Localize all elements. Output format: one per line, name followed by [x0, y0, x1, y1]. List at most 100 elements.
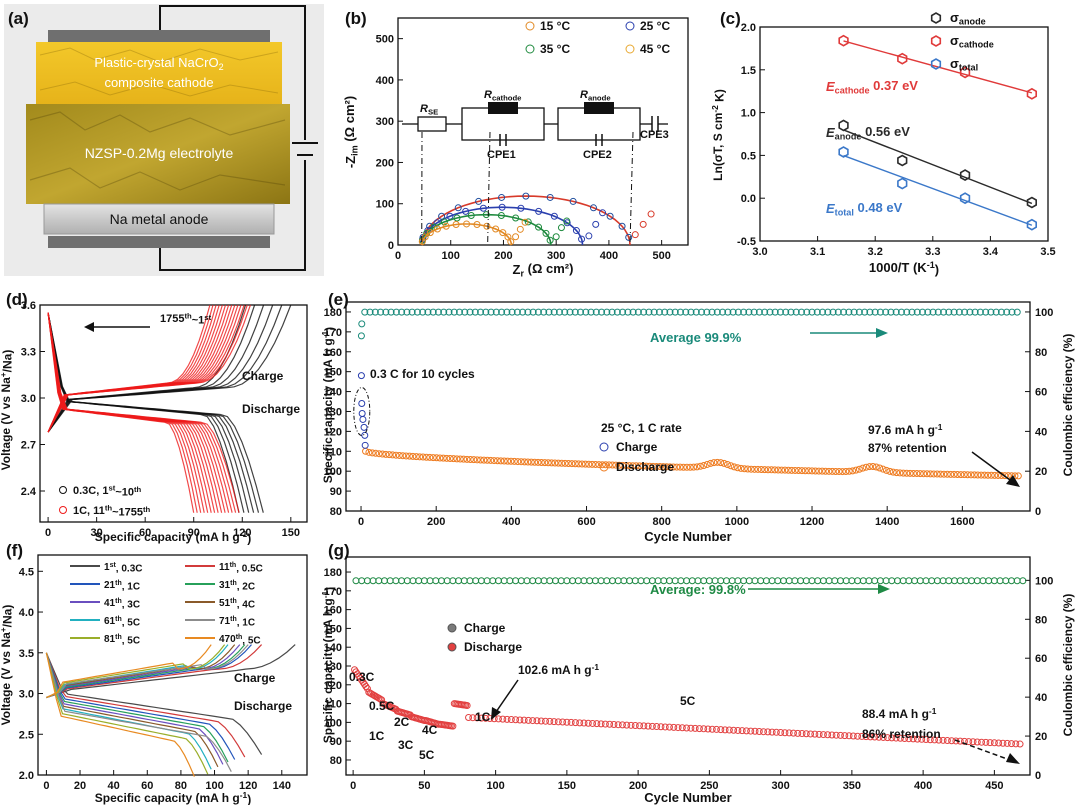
ce-point — [762, 577, 770, 585]
ce-point — [608, 577, 616, 585]
ce-point — [1019, 577, 1027, 585]
discharge-point — [811, 730, 819, 738]
arrow-head — [84, 322, 94, 332]
discharge-curve — [45, 652, 232, 772]
data-point — [572, 227, 580, 235]
discharge-point — [534, 458, 542, 466]
discharge-point — [585, 460, 593, 468]
discharge-point — [905, 735, 913, 743]
discharge-point — [477, 456, 485, 464]
ce-point — [848, 577, 856, 585]
y-tick-label: 100 — [324, 717, 342, 729]
discharge-point — [871, 733, 879, 741]
discharge-point — [426, 453, 434, 461]
discharge-point — [703, 460, 711, 468]
discharge-point — [824, 731, 832, 739]
data-point — [552, 233, 560, 241]
y-tick-label: 2.5 — [19, 729, 34, 741]
x-tick-label: 1200 — [800, 516, 824, 528]
legend-label: 81th, 5C — [104, 634, 140, 647]
x-axis-label: Specific capacity (mA h g-1) — [95, 790, 251, 805]
legend-label: 1st, 0.3C — [104, 562, 142, 575]
discharge-point — [551, 459, 559, 467]
panel-label: (f) — [6, 541, 23, 560]
ce-point — [987, 308, 995, 316]
data-point — [546, 236, 554, 244]
y-tick-label: 2.0 — [19, 770, 34, 782]
data-point — [426, 229, 434, 237]
ce-point — [785, 577, 793, 585]
data-point — [479, 204, 487, 212]
discharge-point — [710, 459, 718, 467]
discharge-point — [909, 469, 917, 477]
discharge-point — [818, 467, 826, 475]
discharge-point — [990, 739, 998, 747]
discharge-point — [1001, 472, 1009, 480]
charge-point — [359, 415, 367, 423]
ce-point — [517, 577, 525, 585]
x-tick-label: 1000 — [725, 516, 749, 528]
ce-point — [829, 308, 837, 316]
ce-point — [819, 577, 827, 585]
discharge-point — [537, 458, 545, 466]
ce-point — [945, 577, 953, 585]
discharge-point — [618, 721, 626, 729]
ce-point — [369, 577, 377, 585]
discharge-point — [713, 458, 721, 466]
ce-point — [803, 308, 811, 316]
y-tick-label: 2.4 — [21, 486, 37, 498]
discharge-point — [744, 465, 752, 473]
cycle-range-label: 1755th~1st — [160, 312, 212, 327]
ce-point — [916, 577, 924, 585]
panel-label: (c) — [720, 9, 741, 28]
x-tick-label: 400 — [600, 250, 618, 262]
data-point — [499, 229, 507, 237]
ce-point — [634, 308, 642, 316]
data-point — [625, 233, 633, 241]
discharge-point — [920, 470, 928, 478]
discharge-curve — [47, 312, 240, 513]
y2-tick-label: 40 — [1035, 692, 1047, 704]
ce-point — [819, 308, 827, 316]
ce-point — [855, 308, 863, 316]
discharge-point — [648, 722, 656, 730]
data-point — [483, 222, 491, 230]
rse-label: RSE — [420, 103, 438, 116]
legend-label: 15 °C — [540, 19, 570, 33]
discharge-point — [422, 453, 430, 461]
discharge-point — [520, 716, 528, 724]
x-tick-label: 100 — [205, 780, 223, 792]
ce-point — [449, 577, 457, 585]
discharge-point — [466, 456, 474, 464]
ce-point — [792, 308, 800, 316]
ce-point — [687, 308, 695, 316]
discharge-point — [612, 461, 620, 469]
ce-point — [494, 577, 502, 585]
capacity-annotation: 97.6 mA h g-1 — [868, 422, 943, 437]
ce-point — [745, 577, 753, 585]
y2-tick-label: 40 — [1035, 426, 1047, 438]
discharge-point — [788, 466, 796, 474]
data-point — [542, 229, 550, 237]
ce-point — [724, 308, 732, 316]
discharge-curve — [45, 652, 219, 768]
discharge-curve — [45, 652, 263, 755]
discharge-point — [443, 454, 451, 462]
discharge-point — [973, 738, 981, 746]
ce-point — [865, 577, 873, 585]
charge-label: Charge — [234, 671, 276, 685]
ce-point — [813, 308, 821, 316]
plot-frame — [39, 304, 308, 523]
ce-point — [545, 308, 553, 316]
discharge-point — [639, 462, 647, 470]
discharge-point — [772, 728, 780, 736]
discharge-point — [960, 471, 968, 479]
discharge-curve — [45, 652, 224, 765]
ce-point — [1007, 577, 1015, 585]
discharge-point — [419, 453, 427, 461]
y-tick-label: 0.5 — [741, 150, 756, 162]
ce-point — [761, 308, 769, 316]
y2-tick-label: 20 — [1035, 731, 1047, 743]
panel-label: (b) — [345, 9, 367, 28]
